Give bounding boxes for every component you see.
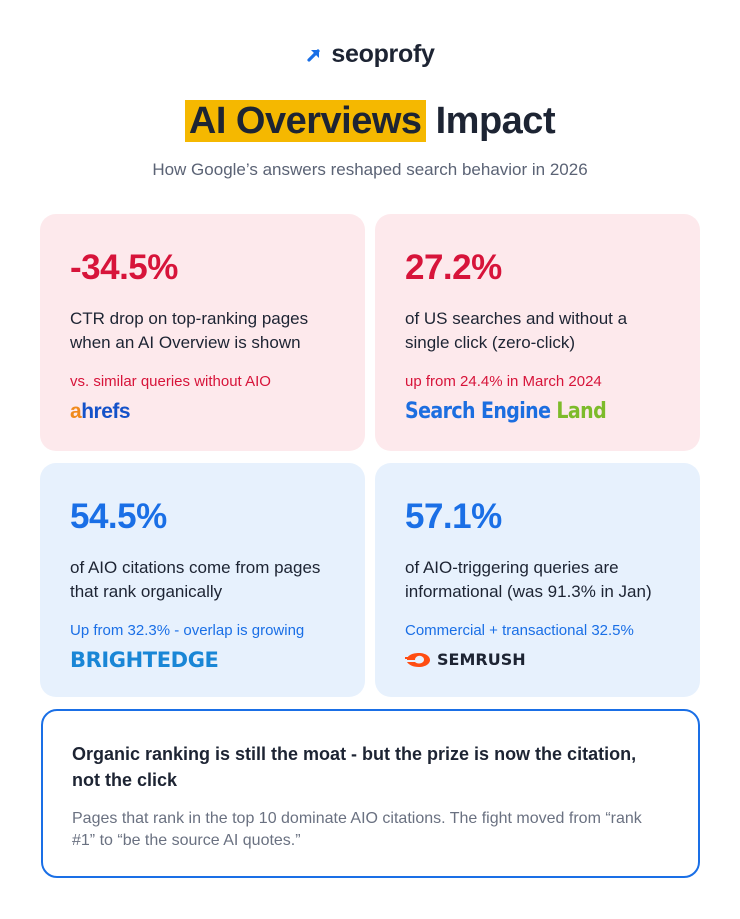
takeaway-body: Pages that rank in the top 10 dominate A… — [72, 810, 642, 849]
stat-description: of US searches and without a single clic… — [405, 309, 628, 352]
stat-note: Up from 32.3% - overlap is growing — [70, 622, 305, 639]
arrow-up-right-icon — [307, 48, 321, 62]
stat-value: 27.2% — [405, 248, 502, 287]
takeaway-box: Organic ranking is still the moat - but … — [41, 709, 700, 878]
stat-note: Commercial + transactional 32.5% — [405, 622, 634, 639]
stat-card-zero-click: 27.2% of US searches and without a singl… — [375, 214, 700, 451]
title-rest: Impact — [425, 100, 556, 142]
takeaway-heading: Organic ranking is still the moat - but … — [72, 744, 637, 790]
search-engine-land-logo: Search Engine Land — [405, 398, 607, 424]
sel-logo-engine: Engine — [480, 398, 551, 424]
stat-card-citations-organic: 54.5% of AIO citations come from pages t… — [40, 463, 365, 697]
stat-note: vs. similar queries without AIO — [70, 373, 271, 390]
ahrefs-logo-a: a — [70, 400, 82, 423]
stat-card-informational-queries: 57.1% of AIO-triggering queries are info… — [375, 463, 700, 697]
title-highlight: AI Overviews — [184, 100, 426, 142]
semrush-flame-icon — [405, 652, 430, 667]
stat-card-ctr-drop: -34.5% CTR drop on top-ranking pages whe… — [40, 214, 365, 451]
stat-value: 57.1% — [405, 497, 502, 536]
stat-description: CTR drop on top-ranking pages when an AI… — [70, 309, 309, 352]
page-title: AI Overviews Impact — [0, 100, 740, 143]
semrush-logo: SEMRUSH — [405, 650, 526, 669]
brightedge-logo: BRIGHTEDGE — [70, 648, 219, 672]
sel-logo-search: Search — [405, 398, 476, 424]
stat-note: up from 24.4% in March 2024 — [405, 373, 602, 390]
stat-description: of AIO citations come from pages that ra… — [70, 558, 321, 601]
page-subtitle: How Google’s answers reshaped search beh… — [152, 160, 588, 179]
stat-value: -34.5% — [70, 248, 178, 287]
ahrefs-logo-rest: hrefs — [81, 400, 131, 423]
stat-description: of AIO-triggering queries are informatio… — [405, 558, 652, 601]
semrush-wordmark: SEMRUSH — [437, 650, 526, 669]
stat-value: 54.5% — [70, 497, 167, 536]
sel-logo-land: Land — [556, 398, 607, 424]
brand-logo: seoprofy — [0, 40, 740, 69]
ahrefs-logo: ahrefs — [70, 400, 131, 424]
brand-name: seoprofy — [331, 40, 435, 68]
